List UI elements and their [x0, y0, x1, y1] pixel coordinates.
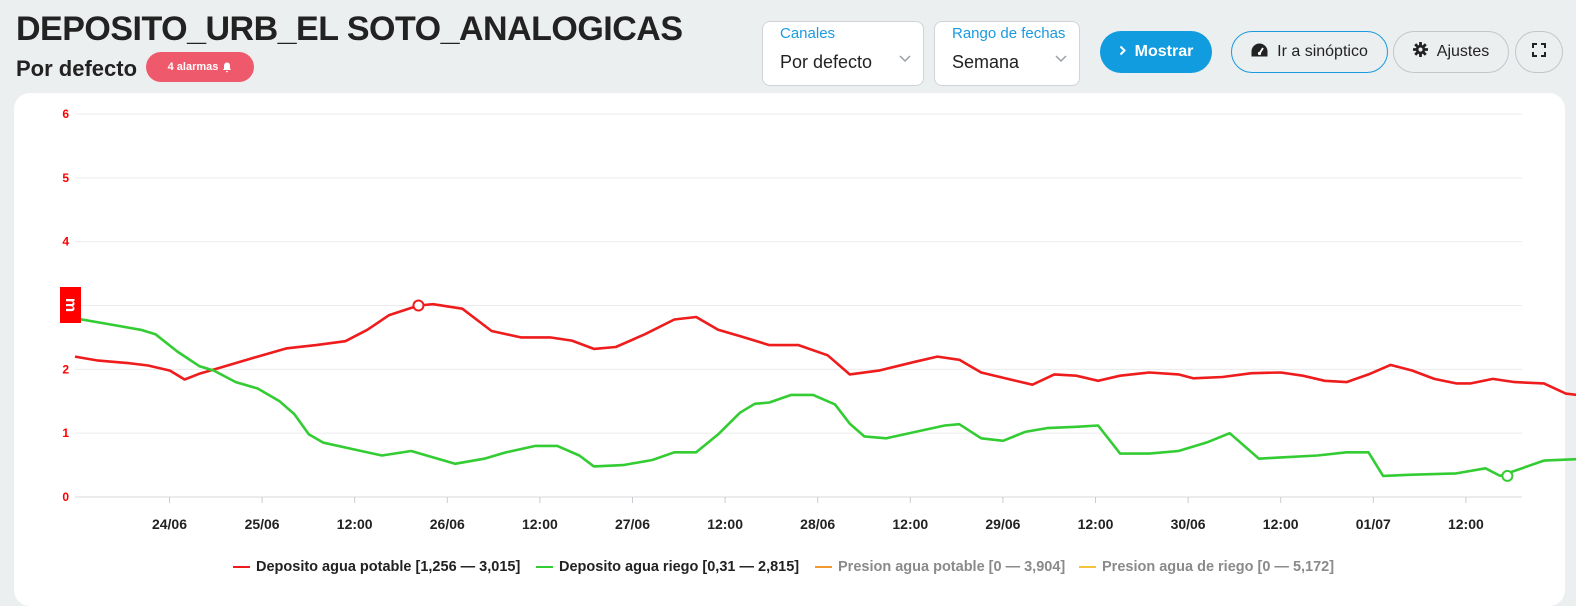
canales-value: Por defecto — [780, 52, 873, 72]
legend-label: Presion agua potable [0 — 3,904] — [838, 559, 1066, 575]
x-tick-label: 12:00 — [522, 516, 558, 532]
chevron-down-icon — [899, 50, 911, 68]
chevron-down-icon — [1055, 50, 1067, 68]
x-tick-label: 12:00 — [337, 516, 373, 532]
ajustes-label: Ajustes — [1436, 43, 1490, 60]
y-tick-label: 6 — [62, 107, 69, 121]
x-tick-label: 12:00 — [1263, 516, 1299, 532]
legend-item[interactable]: Presion agua de riego [0 — 5,172] — [1079, 559, 1334, 575]
legend-swatch — [1079, 566, 1096, 568]
x-tick-label: 29/06 — [985, 516, 1020, 532]
y-tick-label: 2 — [62, 362, 69, 376]
y-tick-label: 5 — [62, 171, 69, 185]
x-tick-label: 12:00 — [892, 516, 928, 532]
mostrar-button[interactable]: Mostrar — [1100, 31, 1212, 73]
rango-fechas-label: Rango de fechas — [952, 25, 1066, 42]
x-tick-label: 25/06 — [245, 516, 280, 532]
page-subtitle: Por defecto — [16, 56, 138, 81]
legend-label: Deposito agua riego [0,31 — 2,815] — [559, 559, 800, 575]
legend-item[interactable]: Deposito agua potable [1,256 — 3,015] — [233, 559, 520, 575]
y-tick-label: 1 — [62, 426, 69, 440]
legend-label: Deposito agua potable [1,256 — 3,015] — [256, 559, 521, 575]
x-tick-label: 12:00 — [707, 516, 743, 532]
canales-select[interactable]: Canales Por defecto — [762, 21, 924, 86]
legend-swatch — [815, 566, 832, 568]
x-tick-label: 26/06 — [430, 516, 465, 532]
x-tick-label: 27/06 — [615, 516, 650, 532]
canales-label: Canales — [780, 25, 836, 42]
ir-a-sinoptico-label: Ir a sinóptico — [1277, 43, 1368, 60]
y-axis-unit-tag: m — [60, 287, 81, 323]
alarm-badge-label: 4 alarmas — [167, 61, 219, 73]
series-line-0 — [74, 302, 1576, 397]
alarm-badge[interactable]: 4 alarmas — [146, 52, 254, 82]
gear-icon — [1412, 42, 1428, 62]
x-tick-label: 12:00 — [1448, 516, 1484, 532]
legend-swatch — [233, 566, 250, 568]
y-tick-label: 4 — [62, 235, 69, 249]
bell-icon — [222, 62, 232, 73]
chart-card — [14, 93, 1565, 606]
x-tick-label: 28/06 — [800, 516, 835, 532]
chart-legend: Deposito agua potable [1,256 — 3,015] Dep… — [0, 559, 1576, 577]
x-tick-label: 30/06 — [1171, 516, 1206, 532]
legend-swatch — [536, 566, 553, 568]
rango-fechas-select[interactable]: Rango de fechas Semana — [934, 21, 1080, 86]
mostrar-label: Mostrar — [1134, 43, 1194, 60]
fullscreen-icon — [1532, 42, 1546, 62]
page-title: DEPOSITO_URB_EL SOTO_ANALOGICAS — [16, 10, 683, 48]
series-line-1 — [74, 317, 1576, 478]
ir-a-sinoptico-button[interactable]: Ir a sinóptico — [1231, 31, 1388, 73]
rango-fechas-value: Semana — [952, 52, 1020, 72]
legend-item[interactable]: Presion agua potable [0 — 3,904] — [815, 559, 1065, 575]
legend-item[interactable]: Deposito agua riego [0,31 — 2,815] — [536, 559, 799, 575]
data-point-marker — [412, 299, 425, 312]
x-tick-label: 12:00 — [1078, 516, 1114, 532]
data-point-marker — [1501, 469, 1514, 482]
y-tick-label: 0 — [62, 490, 69, 504]
gauge-icon — [1251, 43, 1268, 62]
chevron-right-icon — [1119, 43, 1126, 61]
legend-label: Presion agua de riego [0 — 5,172] — [1102, 559, 1335, 575]
y-axis-unit-label: m — [62, 297, 80, 313]
ajustes-button[interactable]: Ajustes — [1393, 31, 1509, 73]
x-tick-label: 01/07 — [1356, 516, 1391, 532]
fullscreen-button[interactable] — [1515, 31, 1563, 73]
x-tick-label: 24/06 — [152, 516, 187, 532]
